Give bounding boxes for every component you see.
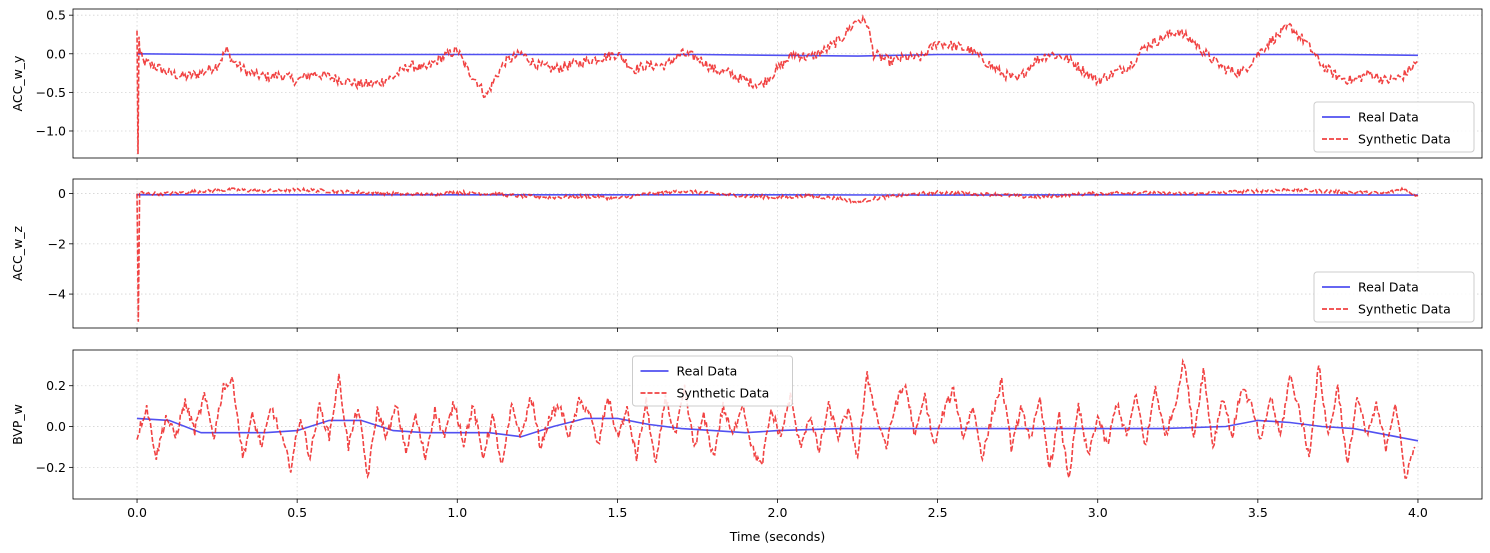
x-tick-label: 1.5	[607, 505, 627, 520]
x-tick-label: 2.5	[928, 505, 948, 520]
y-axis-label: ACC_w_y	[10, 55, 25, 112]
x-tick-label: 3.0	[1088, 505, 1108, 520]
plot-frame	[72, 178, 1483, 329]
legend-label: Synthetic Data	[1358, 302, 1451, 317]
plot-frame	[72, 8, 1483, 159]
y-axis-label: BVP_w	[10, 404, 25, 445]
y-tick-label: 0.0	[46, 419, 66, 434]
x-tick-label: 2.0	[768, 505, 788, 520]
x-tick-label: 0.5	[287, 505, 307, 520]
y-tick-label: −2	[48, 236, 66, 251]
plot-frame	[72, 349, 1483, 500]
legend-box	[1313, 101, 1475, 153]
x-tick-label: 4.0	[1408, 505, 1428, 520]
subplot-2: 0 −2 −4 ACC_w_z Real Data Synthetic Data	[10, 178, 1483, 332]
y-tick-label: −1.0	[36, 123, 66, 138]
legend-label: Synthetic Data	[1358, 132, 1451, 147]
y-tick-label: −4	[48, 287, 66, 302]
x-tick-label: 1.0	[447, 505, 467, 520]
series-line-synthetic	[136, 14, 1419, 155]
x-tick-label: 3.5	[1248, 505, 1268, 520]
y-tick-label: 0.0	[46, 46, 66, 61]
legend-box	[632, 355, 793, 407]
series-line-synthetic	[136, 358, 1416, 480]
series-line-real	[136, 417, 1419, 442]
legend-label: Real Data	[1358, 110, 1419, 125]
legend-label: Real Data	[677, 364, 738, 379]
x-tick-label: 0.0	[127, 505, 147, 520]
legend-label: Synthetic Data	[677, 386, 770, 401]
y-axis-label: ACC_w_z	[10, 226, 25, 282]
y-tick-label: 0.2	[46, 378, 66, 393]
y-tick-label: −0.2	[36, 460, 66, 475]
subplot-3: 0.0 0.5 1.0 1.5 2.0 2.5 3.0 3.5 4.0 0.2 0.0 −0.2 BVP…	[10, 349, 1483, 544]
legend: Real Data Synthetic Data	[1313, 271, 1475, 323]
y-tick-label: 0	[58, 186, 66, 201]
y-tick-label: −0.5	[36, 85, 66, 100]
legend: Real Data Synthetic Data	[1313, 101, 1475, 153]
y-tick-label: 0.5	[46, 8, 66, 23]
legend-label: Real Data	[1358, 280, 1419, 295]
subplot-1: 0.5 0.0 −0.5 −1.0 ACC_w_y Real Data Synthetic …	[10, 8, 1483, 162]
x-axis-label: Time (seconds)	[729, 529, 825, 544]
legend: Real Data Synthetic Data	[632, 355, 793, 407]
legend-box	[1313, 271, 1475, 323]
series-line-synthetic	[136, 186, 1419, 322]
